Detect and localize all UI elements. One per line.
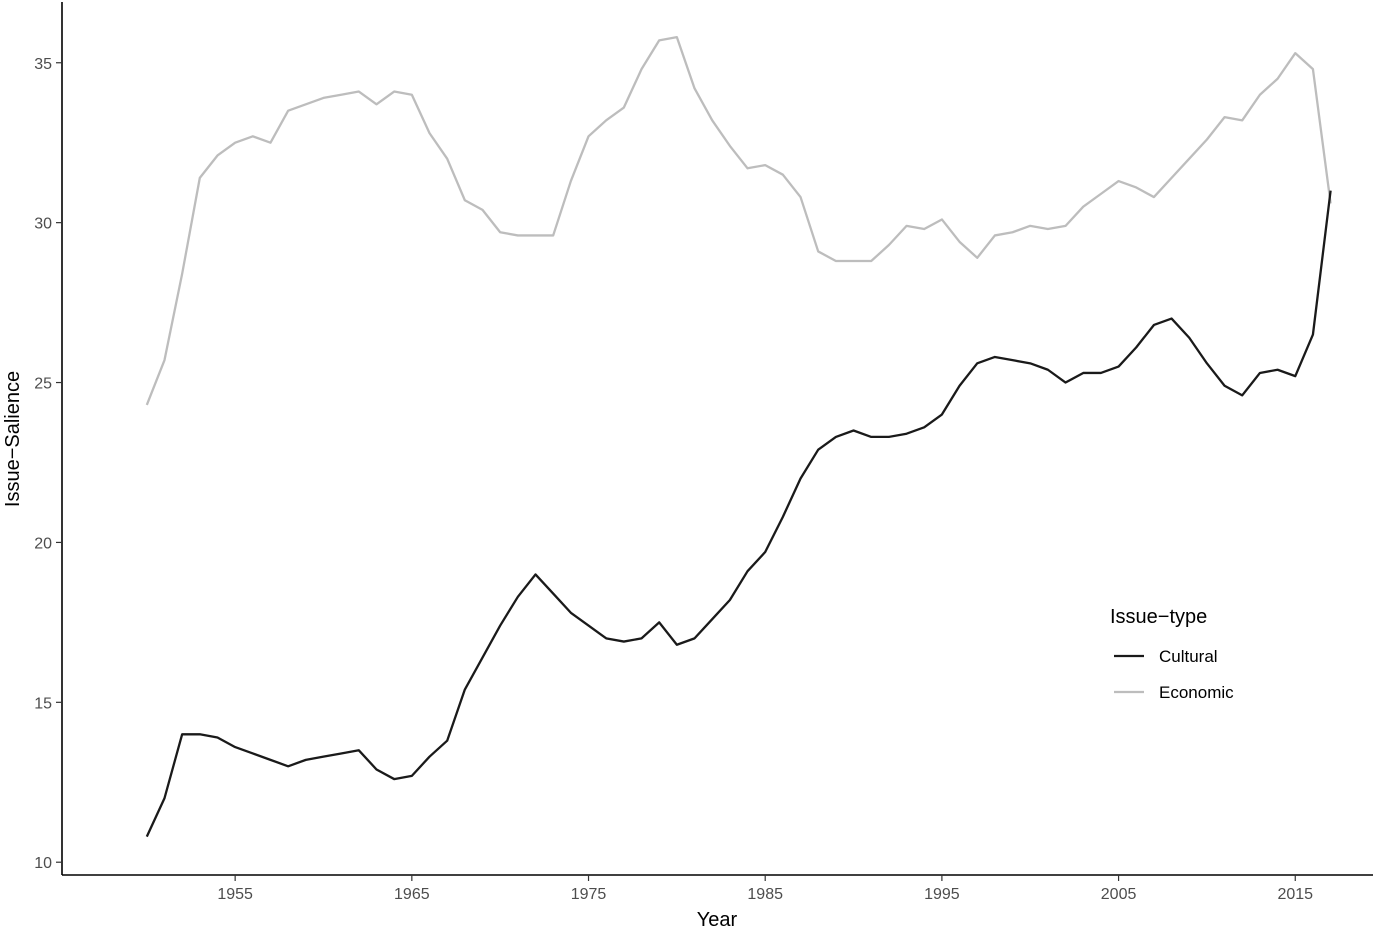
x-axis-title: Year bbox=[697, 909, 738, 929]
series-line-economic bbox=[145, 36, 1332, 406]
legend-label-economic: Economic bbox=[1159, 683, 1234, 702]
y-tick-label: 15 bbox=[34, 695, 52, 712]
y-tick-label: 25 bbox=[34, 376, 52, 393]
y-tick-label: 35 bbox=[34, 56, 52, 73]
y-axis-title: Issue−Salience bbox=[2, 371, 24, 507]
y-tick-label: 30 bbox=[34, 216, 52, 233]
y-tick-label: 20 bbox=[34, 535, 52, 552]
legend: Issue−type Cultural Economic bbox=[1110, 606, 1234, 702]
x-tick-label: 1955 bbox=[217, 886, 253, 903]
x-tick-label: 2005 bbox=[1101, 886, 1137, 903]
y-tick-label: 10 bbox=[34, 855, 52, 872]
series-lines bbox=[145, 36, 1332, 838]
x-tick-label: 1975 bbox=[571, 886, 607, 903]
legend-label-cultural: Cultural bbox=[1159, 647, 1218, 666]
y-axis-ticks: 10 15 20 25 30 35 bbox=[34, 56, 62, 872]
legend-title: Issue−type bbox=[1110, 606, 1207, 628]
x-tick-label: 2015 bbox=[1277, 886, 1313, 903]
x-tick-label: 1965 bbox=[394, 886, 430, 903]
series-line-cultural bbox=[145, 190, 1332, 838]
x-tick-label: 1995 bbox=[924, 886, 960, 903]
x-axis-ticks: 1955 1965 1975 1985 1995 2005 2015 bbox=[217, 875, 1313, 903]
x-tick-label: 1985 bbox=[747, 886, 783, 903]
legend-items: Cultural Economic bbox=[1114, 647, 1234, 702]
